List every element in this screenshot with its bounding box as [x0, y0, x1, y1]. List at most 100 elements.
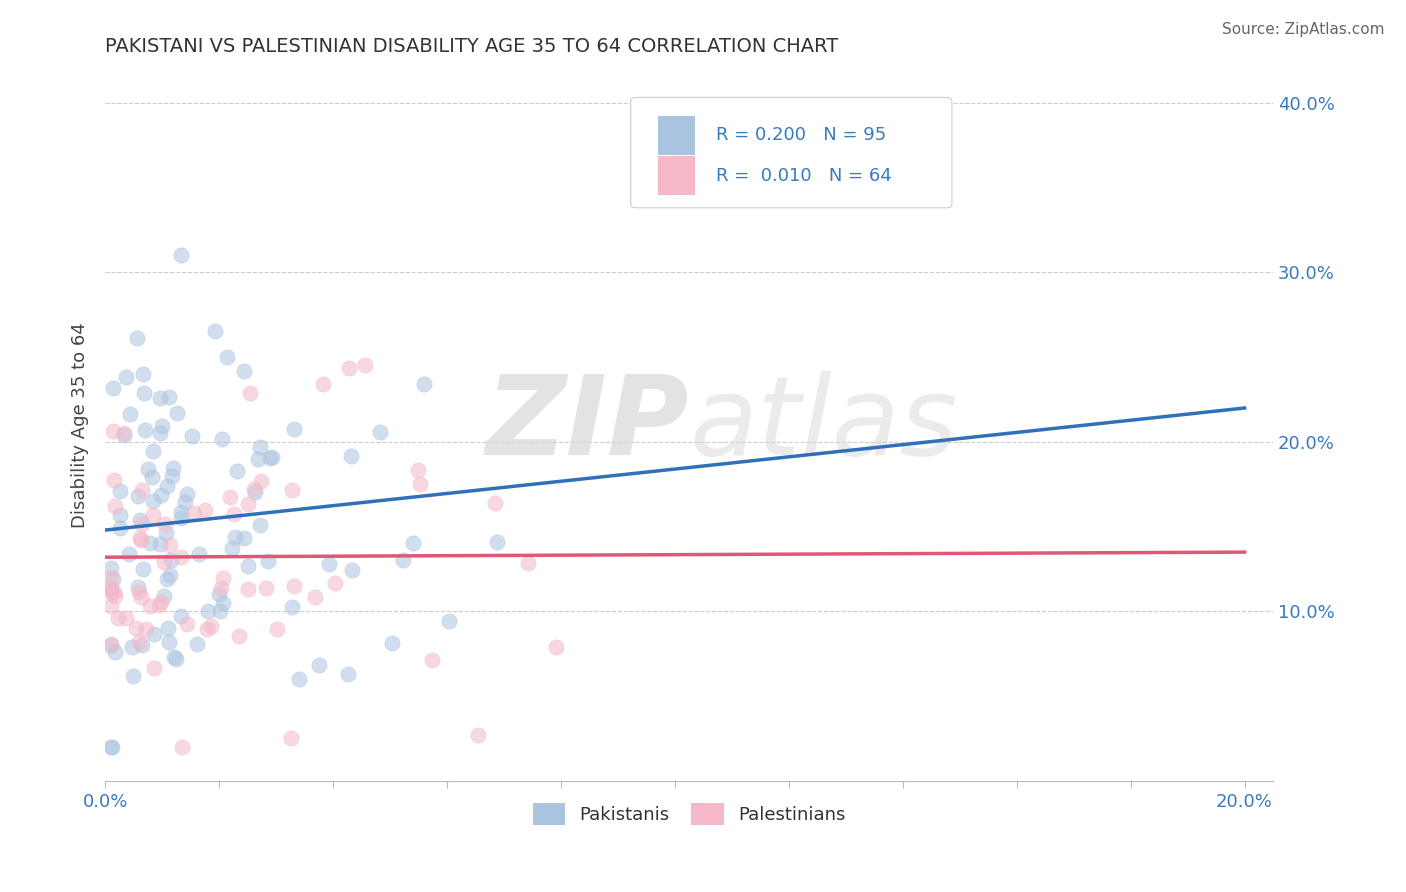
Point	[132, 562, 155, 576]
Point	[156, 572, 179, 586]
Point	[165, 652, 187, 666]
Point	[437, 614, 460, 628]
Text: atlas: atlas	[689, 371, 957, 478]
Point	[176, 617, 198, 632]
Point	[233, 364, 256, 378]
Point	[544, 640, 567, 654]
Point	[517, 556, 540, 570]
Point	[128, 635, 150, 649]
Point	[212, 597, 235, 611]
Point	[101, 424, 124, 438]
Point	[101, 572, 124, 586]
Point	[254, 581, 277, 595]
Point	[110, 508, 132, 523]
Point	[224, 530, 246, 544]
Point	[149, 537, 172, 551]
Point	[100, 740, 122, 755]
Point	[259, 450, 281, 465]
Point	[204, 324, 226, 338]
Point	[115, 611, 138, 625]
Text: PAKISTANI VS PALESTINIAN DISABILITY AGE 35 TO 64 CORRELATION CHART: PAKISTANI VS PALESTINIAN DISABILITY AGE …	[105, 37, 838, 56]
Point	[173, 494, 195, 508]
Point	[420, 653, 443, 667]
Point	[281, 483, 304, 497]
Point	[138, 599, 160, 614]
Point	[266, 622, 288, 636]
Point	[157, 635, 180, 649]
Point	[100, 637, 122, 651]
Point	[228, 629, 250, 643]
Point	[104, 499, 127, 513]
Point	[149, 391, 172, 405]
Point	[127, 331, 149, 345]
Point	[162, 461, 184, 475]
Point	[401, 536, 423, 550]
Point	[170, 550, 193, 565]
Point	[170, 511, 193, 525]
Text: R =  0.010   N = 64: R = 0.010 N = 64	[716, 167, 891, 185]
Point	[127, 489, 149, 503]
Point	[245, 485, 267, 500]
Y-axis label: Disability Age 35 to 64: Disability Age 35 to 64	[72, 322, 89, 528]
Point	[207, 587, 229, 601]
Point	[149, 595, 172, 609]
Point	[218, 490, 240, 504]
Point	[226, 464, 249, 478]
Point	[186, 637, 208, 651]
Point	[183, 507, 205, 521]
Point	[143, 660, 166, 674]
Point	[340, 563, 363, 577]
Point	[236, 558, 259, 573]
Point	[135, 622, 157, 636]
Point	[127, 580, 149, 594]
Point	[157, 390, 180, 404]
Point	[323, 576, 346, 591]
Point	[148, 598, 170, 612]
Point	[368, 425, 391, 440]
Point	[157, 621, 180, 635]
Point	[112, 426, 135, 441]
Point	[152, 555, 174, 569]
Point	[125, 621, 148, 635]
Point	[211, 581, 233, 595]
Point	[181, 428, 204, 442]
Point	[467, 728, 489, 742]
Point	[247, 451, 270, 466]
Point	[304, 590, 326, 604]
Point	[138, 462, 160, 476]
Point	[142, 443, 165, 458]
Point	[100, 582, 122, 597]
Point	[391, 553, 413, 567]
Point	[353, 358, 375, 372]
Point	[236, 582, 259, 596]
Point	[197, 604, 219, 618]
Point	[236, 497, 259, 511]
Point	[209, 604, 232, 618]
Point	[280, 731, 302, 745]
Point	[337, 361, 360, 376]
Point	[163, 650, 186, 665]
Point	[104, 645, 127, 659]
Point	[153, 590, 176, 604]
Point	[212, 571, 235, 585]
Point	[257, 554, 280, 568]
Point	[312, 376, 335, 391]
Point	[142, 508, 165, 522]
Point	[222, 508, 245, 522]
Point	[121, 640, 143, 654]
Point	[217, 350, 239, 364]
Text: ZIP: ZIP	[485, 371, 689, 478]
Point	[149, 426, 172, 441]
Point	[101, 740, 124, 755]
Point	[129, 590, 152, 604]
Point	[150, 488, 173, 502]
Point	[160, 468, 183, 483]
Point	[262, 450, 284, 464]
Point	[129, 513, 152, 527]
Point	[107, 611, 129, 625]
Point	[129, 531, 152, 545]
Point	[103, 473, 125, 487]
Point	[340, 450, 363, 464]
Point	[100, 580, 122, 594]
Point	[485, 535, 508, 549]
